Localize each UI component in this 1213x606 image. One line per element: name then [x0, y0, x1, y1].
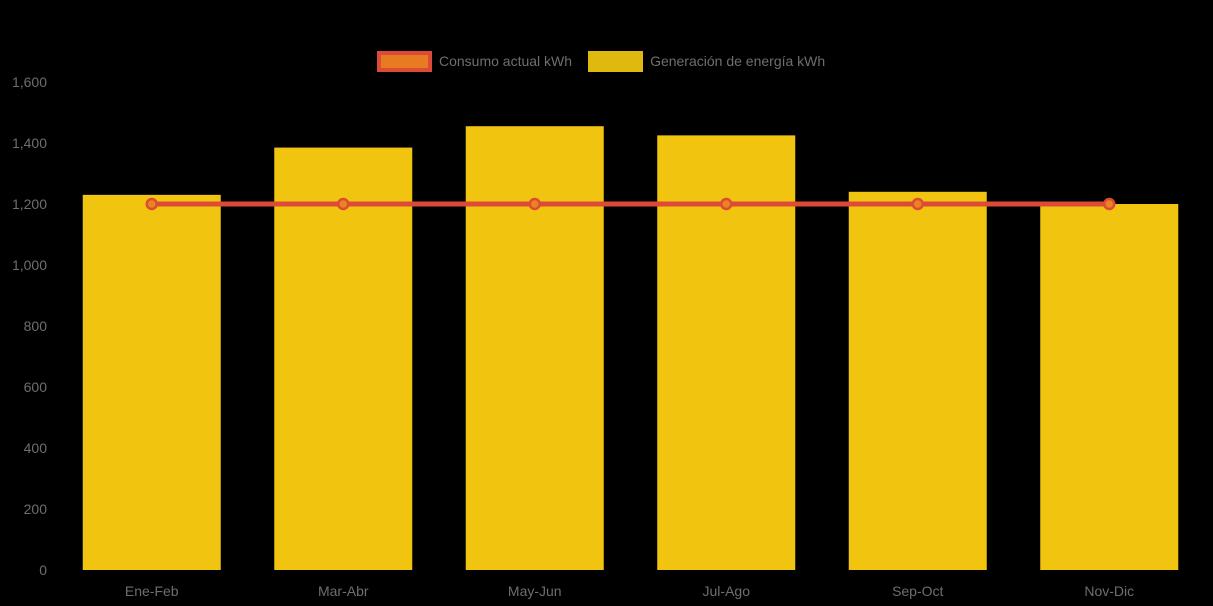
y-tick-label: 200: [24, 501, 48, 517]
y-tick-label: 800: [24, 318, 48, 334]
line-marker-mar-abr[interactable]: [337, 197, 350, 211]
legend-item-generacion[interactable]: Generación de energía kWh: [588, 50, 826, 72]
y-axis-labels: 0 200 400 600 800 1,000 1,200 1,400 1,600: [12, 74, 47, 578]
y-tick-label: 0: [39, 562, 47, 578]
line-marker-may-jun[interactable]: [528, 197, 541, 211]
x-tick-label: May-Jun: [508, 583, 562, 599]
legend-swatch-line-icon: [377, 50, 432, 72]
x-tick-label: Ene-Feb: [125, 583, 179, 599]
x-tick-label: Sep-Oct: [892, 583, 943, 599]
line-marker-jul-ago[interactable]: [720, 197, 733, 211]
x-axis-labels: Ene-Feb Mar-Abr May-Jun Jul-Ago Sep-Oct Nov-D…: [125, 583, 1134, 599]
line-marker-ene-feb[interactable]: [145, 197, 158, 211]
consumption-line-group: [145, 197, 1116, 211]
y-tick-label: 600: [24, 379, 48, 395]
bar-may-jun[interactable]: [465, 126, 604, 570]
line-marker-sep-oct[interactable]: [911, 197, 924, 211]
bar-sep-oct[interactable]: [848, 191, 987, 571]
legend-swatch-bar-icon: [588, 50, 644, 72]
chart-legend: Consumo actual kWh Generación de energía…: [377, 50, 841, 72]
bars-group: [82, 126, 1179, 571]
bar-ene-feb[interactable]: [82, 194, 221, 570]
bar-nov-dic[interactable]: [1040, 204, 1179, 570]
legend-label-generacion: Generación de energía kWh: [650, 52, 826, 69]
bar-mar-abr[interactable]: [274, 147, 413, 570]
legend-label-consumo: Consumo actual kWh: [439, 52, 573, 69]
y-tick-label: 1,200: [12, 196, 47, 212]
legend-item-consumo[interactable]: Consumo actual kWh: [377, 50, 573, 72]
y-tick-label: 400: [24, 440, 48, 456]
line-marker-nov-dic[interactable]: [1103, 197, 1116, 211]
x-tick-label: Nov-Dic: [1084, 583, 1134, 599]
y-tick-label: 1,600: [12, 74, 47, 90]
x-tick-label: Mar-Abr: [318, 583, 369, 599]
y-tick-label: 1,400: [12, 135, 47, 151]
x-tick-label: Jul-Ago: [703, 583, 751, 599]
y-tick-label: 1,000: [12, 257, 47, 273]
